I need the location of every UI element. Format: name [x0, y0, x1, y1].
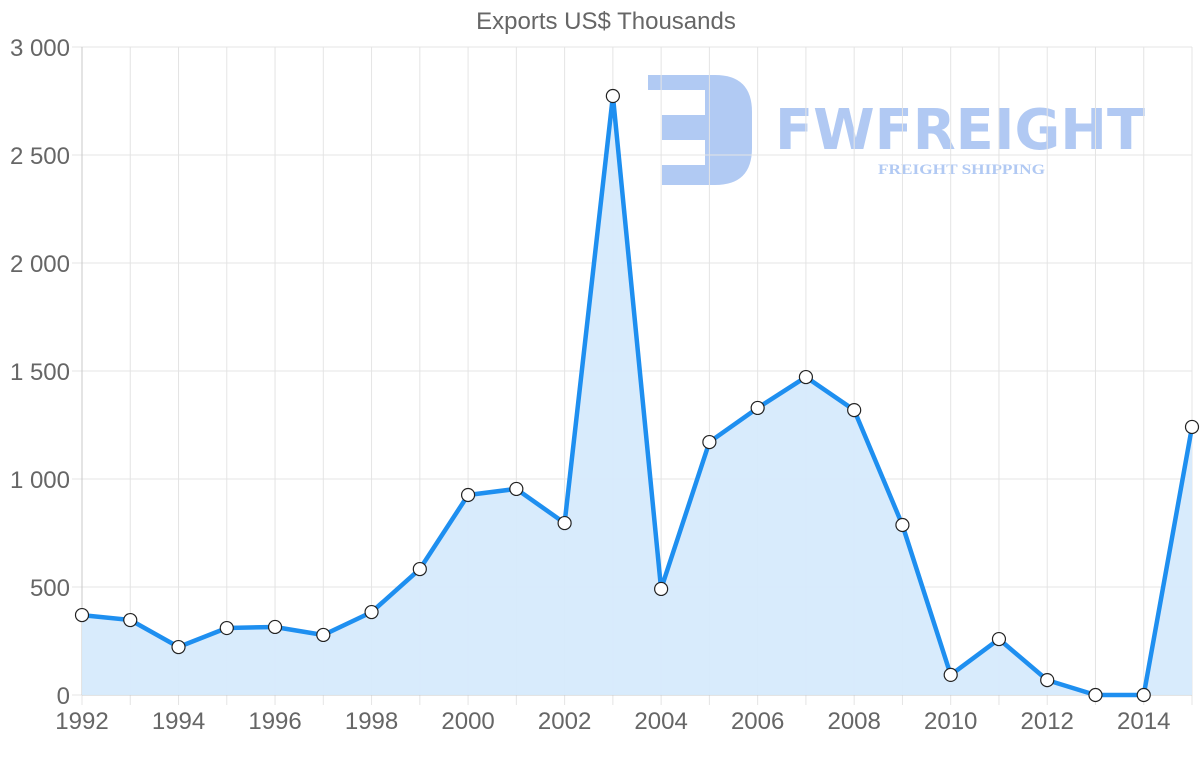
data-point-marker[interactable]	[74, 607, 90, 623]
y-tick-label: 2 000	[10, 251, 70, 278]
x-tick-label: 2012	[1021, 708, 1074, 735]
data-point-marker[interactable]	[798, 369, 814, 385]
x-tick-label: 2010	[924, 708, 977, 735]
data-point-marker[interactable]	[267, 619, 283, 635]
data-point-marker[interactable]	[1184, 419, 1200, 435]
y-tick-label: 0	[57, 683, 70, 710]
data-point-marker[interactable]	[1088, 687, 1103, 703]
data-point-marker[interactable]	[509, 481, 524, 497]
data-point-marker[interactable]	[557, 515, 572, 531]
x-tick-label: 2008	[827, 708, 880, 735]
x-tick-label: 1992	[55, 708, 108, 735]
watermark-brand: FWFREIGHT	[775, 98, 1145, 163]
y-tick-label: 500	[30, 575, 70, 602]
data-point-marker[interactable]	[654, 581, 669, 597]
x-tick-label: 2004	[634, 708, 687, 735]
data-point-marker[interactable]	[847, 402, 862, 418]
chart-title: Exports US$ Thousands	[476, 8, 736, 35]
x-tick-label: 1998	[345, 708, 398, 735]
data-point-marker[interactable]	[895, 517, 910, 533]
x-axis-labels: 1992 1994 1996 1998 2000 2002 2004 2006 2008 2010…	[55, 708, 1170, 735]
data-point-marker[interactable]	[1040, 672, 1055, 688]
data-point-marker[interactable]	[219, 620, 234, 636]
data-line	[81, 93, 1195, 698]
data-point-marker[interactable]	[605, 88, 620, 104]
x-tick-label: 1996	[248, 708, 301, 735]
data-point-marker[interactable]	[702, 434, 717, 450]
y-tick-label: 1 500	[10, 359, 70, 386]
watermark-tagline: FREIGHT SHIPPING	[878, 162, 1045, 178]
x-tick-label: 2006	[731, 708, 784, 735]
data-point-marker[interactable]	[750, 400, 765, 416]
data-point-marker[interactable]	[364, 604, 379, 620]
data-point-marker[interactable]	[123, 612, 138, 628]
y-tick-label: 3 000	[10, 35, 70, 62]
data-point-marker[interactable]	[412, 561, 427, 577]
data-point-marker[interactable]	[460, 487, 476, 503]
y-axis-labels: 0 500 1 000 1 500 2 000 2 500 3 000	[10, 35, 70, 710]
data-point-marker[interactable]	[171, 639, 186, 655]
data-point-marker[interactable]	[943, 667, 958, 683]
data-points	[74, 88, 1200, 703]
x-tick-label: 2002	[538, 708, 591, 735]
y-tick-label: 1 000	[10, 467, 70, 494]
data-point-marker[interactable]	[991, 631, 1007, 647]
y-tick-label: 2 500	[10, 143, 70, 170]
fwfreight-logo-icon	[648, 75, 752, 185]
area-fill	[82, 96, 1192, 695]
x-tick-label: 1994	[152, 708, 205, 735]
x-tick-label: 2014	[1117, 708, 1170, 735]
x-tick-label: 2000	[441, 708, 494, 735]
data-point-marker[interactable]	[1136, 687, 1151, 703]
data-point-marker[interactable]	[316, 627, 331, 643]
fwfreight-watermark: FWFREIGHT FREIGHT SHIPPING	[648, 75, 1145, 185]
